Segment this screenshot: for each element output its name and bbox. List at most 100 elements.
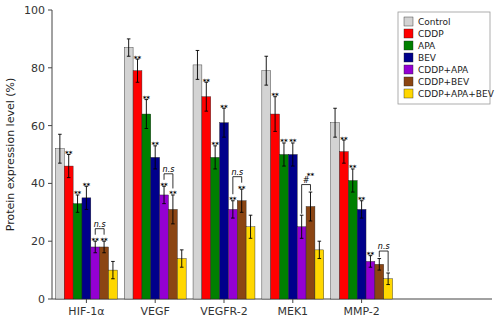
bracket [302, 185, 311, 214]
error-line [319, 241, 320, 258]
bar [228, 209, 237, 299]
error-cap [264, 56, 268, 57]
bar [331, 123, 340, 299]
error-bar [127, 39, 131, 56]
x-tick-label: MEK1 [277, 305, 308, 318]
error-line [266, 56, 267, 85]
error-line [206, 82, 207, 111]
bar [124, 48, 133, 299]
bar [133, 71, 142, 299]
error-line [146, 100, 147, 129]
error-bar [300, 215, 304, 238]
legend-swatch [404, 29, 413, 38]
bar [160, 195, 169, 299]
bar [151, 157, 160, 299]
legend-swatch [404, 89, 413, 98]
significance-star: ** [280, 138, 288, 146]
significance-star: ** [169, 190, 177, 198]
error-cap [369, 267, 373, 268]
error-cap [196, 50, 200, 51]
significance-star: ** [143, 95, 151, 103]
x-tick [86, 299, 87, 303]
bar [357, 209, 366, 299]
significance-star: ** [134, 55, 142, 63]
significance-star: ** [229, 196, 237, 204]
bar [193, 65, 202, 299]
x-tick [224, 299, 225, 303]
y-tick-label: 100 [24, 4, 45, 17]
legend: ControlCDDPAPABEVCDDP+APACDDP+BEVCDDP+AP… [398, 12, 495, 104]
error-line [112, 261, 113, 278]
error-cap [240, 212, 244, 213]
bar [288, 155, 297, 300]
bar [202, 97, 211, 299]
bar [142, 114, 151, 299]
y-tick [48, 299, 52, 300]
annotations: **********n.s**********n.s**********n.s*… [65, 55, 390, 272]
y-tick [48, 10, 52, 11]
significance-star: ** [203, 78, 211, 86]
error-cap [196, 79, 200, 80]
legend-swatch [404, 65, 413, 74]
significance-star: ** [238, 185, 246, 193]
error-line [128, 39, 129, 56]
bracket-label: n.s [231, 168, 243, 177]
error-cap [309, 192, 313, 193]
error-cap [213, 168, 217, 169]
bar [366, 261, 375, 299]
error-cap [222, 137, 226, 138]
error-line [172, 195, 173, 224]
legend-swatch [404, 77, 413, 86]
bar [73, 204, 82, 299]
significance-star: ** [74, 190, 82, 198]
bar [91, 247, 100, 299]
error-cap [282, 166, 286, 167]
error-cap [318, 258, 322, 259]
error-cap [249, 215, 253, 216]
significance-star: ** [358, 196, 366, 204]
bar [280, 155, 289, 300]
bar [348, 181, 357, 299]
error-line [310, 192, 311, 221]
significance-star: ** [271, 92, 279, 100]
legend-label: Control [418, 17, 451, 27]
significance-star: ** [92, 237, 100, 245]
bracket [233, 177, 242, 195]
y-tick-label: 0 [38, 293, 45, 306]
y-axis-line [52, 10, 53, 299]
error-cap [291, 166, 295, 167]
error-cap [162, 203, 166, 204]
error-line [224, 108, 225, 137]
error-cap [171, 223, 175, 224]
bracket-label: n.s [378, 242, 390, 251]
error-cap [377, 258, 381, 259]
error-cap [300, 215, 304, 216]
error-cap [342, 163, 346, 164]
error-cap [264, 85, 268, 86]
x-tick [155, 299, 156, 303]
y-tick-label: 60 [31, 120, 45, 133]
error-cap [386, 272, 390, 273]
error-cap [300, 238, 304, 239]
error-line [250, 215, 251, 238]
significance-star: ** [340, 136, 348, 144]
error-bar [377, 259, 381, 271]
error-cap [153, 168, 157, 169]
error-cap [102, 252, 106, 253]
error-cap [360, 218, 364, 219]
bracket-label: n.s [94, 220, 106, 229]
y-tick-label: 80 [31, 62, 45, 75]
error-bars [58, 39, 390, 285]
error-bar [222, 108, 226, 137]
significance-star: ** [367, 251, 375, 259]
x-tick [292, 299, 293, 303]
error-cap [386, 284, 390, 285]
significance-star: ** [152, 141, 160, 149]
legend-label: CDDP+APA [418, 65, 469, 75]
bracket-label: n.s [163, 165, 175, 174]
significance-star: ** [349, 164, 357, 172]
error-line [275, 97, 276, 132]
significance-star: ** [100, 237, 108, 245]
significance-star: ** [307, 172, 315, 180]
significance-star: ** [65, 150, 73, 158]
